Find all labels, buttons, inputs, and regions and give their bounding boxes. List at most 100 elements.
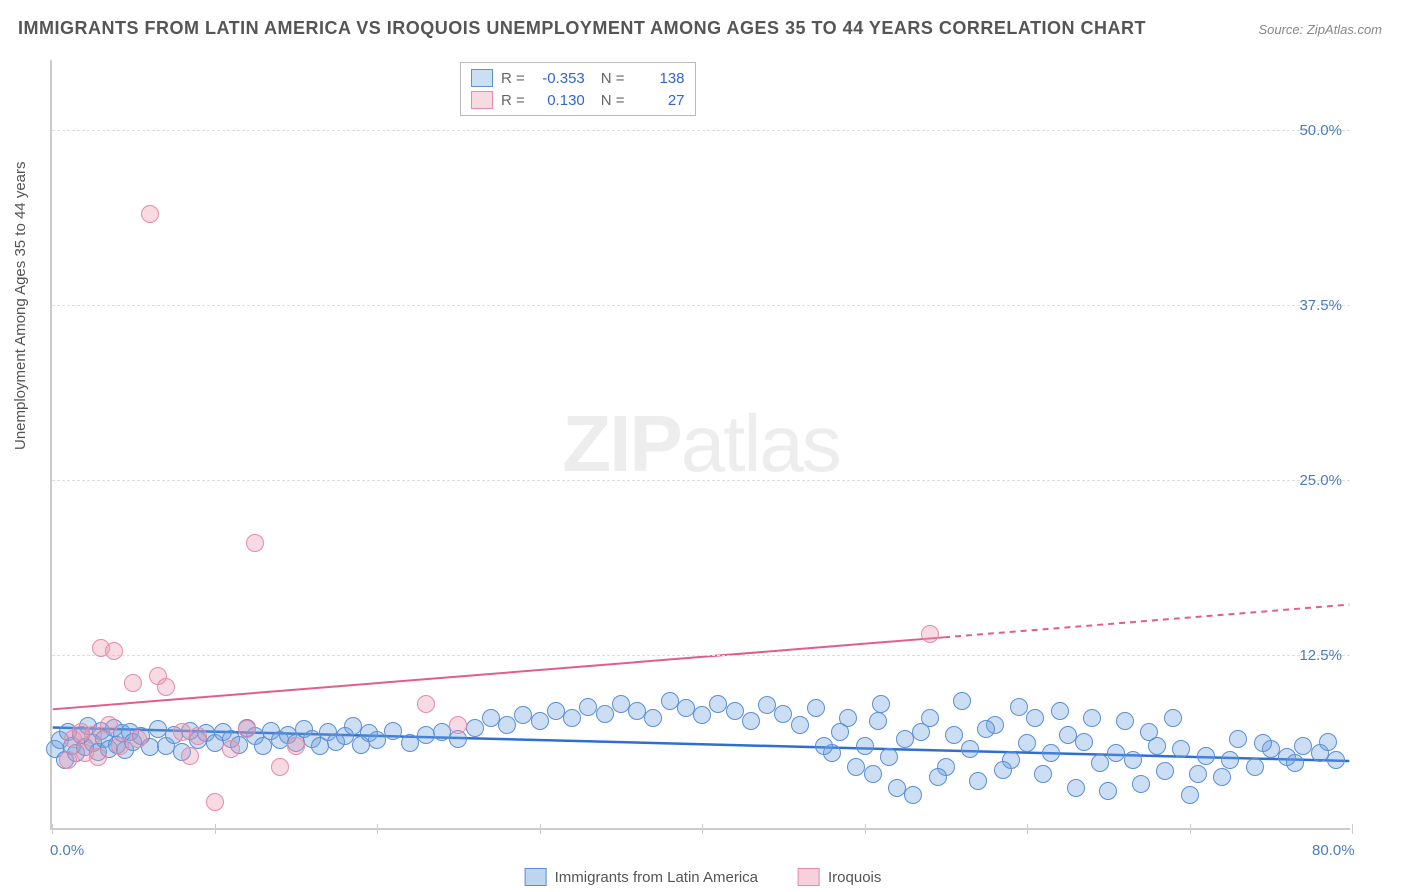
data-point	[417, 726, 435, 744]
source-text: Source: ZipAtlas.com	[1258, 22, 1382, 37]
data-point	[856, 737, 874, 755]
data-point	[742, 712, 760, 730]
r-label: R =	[501, 70, 525, 87]
data-point	[1075, 733, 1093, 751]
legend-swatch	[798, 868, 820, 886]
data-point	[994, 761, 1012, 779]
x-tick	[1190, 824, 1191, 834]
data-point	[1164, 709, 1182, 727]
data-point	[189, 727, 207, 745]
legend-label: Iroquois	[828, 869, 881, 886]
x-tick	[377, 824, 378, 834]
x-tick	[52, 824, 53, 834]
data-point	[173, 723, 191, 741]
data-point	[287, 737, 305, 755]
gridline	[52, 305, 1350, 306]
data-point	[1034, 765, 1052, 783]
data-point	[368, 731, 386, 749]
data-point	[1042, 744, 1060, 762]
data-point	[726, 702, 744, 720]
x-tick	[865, 824, 866, 834]
x-tick	[215, 824, 216, 834]
data-point	[1051, 702, 1069, 720]
data-point	[774, 705, 792, 723]
data-point	[1067, 779, 1085, 797]
data-point	[1083, 709, 1101, 727]
data-point	[1140, 723, 1158, 741]
data-point	[1189, 765, 1207, 783]
data-point	[449, 716, 467, 734]
gridline	[52, 655, 1350, 656]
y-tick-label: 50.0%	[1299, 122, 1342, 139]
data-point	[1059, 726, 1077, 744]
data-point	[1156, 762, 1174, 780]
x-tick-label: 80.0%	[1312, 842, 1355, 859]
x-tick	[540, 824, 541, 834]
y-tick-label: 12.5%	[1299, 647, 1342, 664]
n-value: 138	[633, 70, 685, 87]
data-point	[246, 534, 264, 552]
watermark-bold: ZIP	[562, 399, 680, 488]
data-point	[111, 737, 129, 755]
legend-item: Immigrants from Latin America	[525, 868, 758, 886]
data-point	[563, 709, 581, 727]
data-point	[129, 730, 147, 748]
stats-legend: R =-0.353N =138R =0.130N =27	[460, 62, 696, 116]
data-point	[644, 709, 662, 727]
legend-swatch	[471, 91, 493, 109]
data-point	[1197, 747, 1215, 765]
data-point	[1221, 751, 1239, 769]
data-point	[1246, 758, 1264, 776]
gridline	[52, 130, 1350, 131]
data-point	[847, 758, 865, 776]
data-point	[1229, 730, 1247, 748]
x-tick	[1352, 824, 1353, 834]
data-point	[921, 625, 939, 643]
r-label: R =	[501, 92, 525, 109]
data-point	[1116, 712, 1134, 730]
data-point	[912, 723, 930, 741]
legend-item: Iroquois	[798, 868, 881, 886]
data-point	[1132, 775, 1150, 793]
data-point	[401, 734, 419, 752]
data-point	[1254, 734, 1272, 752]
data-point	[238, 720, 256, 738]
watermark: ZIPatlas	[562, 398, 839, 490]
data-point	[831, 723, 849, 741]
data-point	[693, 706, 711, 724]
data-point	[1026, 709, 1044, 727]
x-tick	[702, 824, 703, 834]
data-point	[384, 722, 402, 740]
x-tick	[1027, 824, 1028, 834]
n-value: 27	[633, 92, 685, 109]
data-point	[1327, 751, 1345, 769]
y-axis-label: Unemployment Among Ages 35 to 44 years	[12, 161, 29, 450]
data-point	[815, 737, 833, 755]
data-point	[141, 205, 159, 223]
data-point	[1286, 754, 1304, 772]
data-point	[880, 748, 898, 766]
data-point	[1099, 782, 1117, 800]
n-label: N =	[601, 92, 625, 109]
y-tick-label: 37.5%	[1299, 297, 1342, 314]
data-point	[1091, 754, 1109, 772]
data-point	[206, 793, 224, 811]
data-point	[807, 699, 825, 717]
data-point	[1018, 734, 1036, 752]
data-point	[105, 642, 123, 660]
data-point	[953, 692, 971, 710]
data-point	[869, 712, 887, 730]
gridline	[52, 480, 1350, 481]
r-value: 0.130	[533, 92, 585, 109]
data-point	[969, 772, 987, 790]
data-point	[1124, 751, 1142, 769]
chart-title: IMMIGRANTS FROM LATIN AMERICA VS IROQUOI…	[18, 18, 1146, 39]
data-point	[222, 740, 240, 758]
x-tick-label: 0.0%	[50, 842, 84, 859]
data-point	[1181, 786, 1199, 804]
data-point	[466, 719, 484, 737]
stats-row: R = 0.130 N = 27	[471, 89, 685, 111]
data-point	[961, 740, 979, 758]
n-label: N =	[601, 70, 625, 87]
data-point	[498, 716, 516, 734]
